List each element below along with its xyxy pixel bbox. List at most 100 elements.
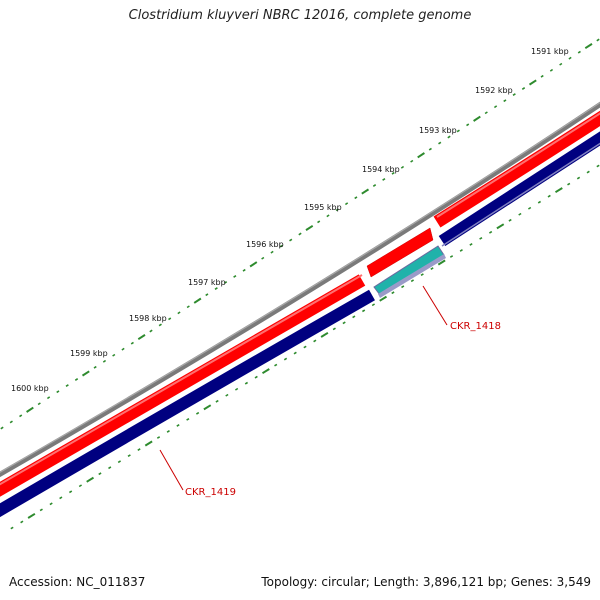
ruler-labels: 1591 kbp 1592 kbp 1593 kbp 1594 kbp 1595 kbp… [11, 47, 569, 393]
inner-minor-tick [293, 351, 297, 355]
inner-minor-tick [59, 496, 63, 500]
inner-minor-tick [488, 230, 493, 234]
inner-minor-tick [469, 243, 473, 246]
inner-minor-tick [39, 508, 43, 512]
ruler-major-tick [81, 370, 90, 377]
ruler-minor-tick [279, 244, 283, 248]
ruler-minor-tick [568, 56, 572, 60]
inner-minor-tick [98, 472, 102, 476]
ruler-major-tick [26, 406, 34, 413]
ruler-minor-tick [596, 38, 600, 42]
ruler-minor-tick [56, 390, 60, 394]
reverse-cds-track-left[interactable] [0, 289, 375, 518]
ruler-minor-tick [410, 159, 414, 163]
ruler-minor-tick [112, 353, 116, 357]
inner-minor-tick [283, 357, 288, 361]
inner-major-tick [437, 259, 446, 266]
ruler-minor-tick [335, 208, 339, 212]
ruler-minor-tick [149, 329, 153, 333]
inner-minor-tick [479, 237, 483, 240]
inner-minor-tick [547, 194, 551, 198]
ruler-minor-tick [46, 396, 51, 400]
ruler-minor-tick [512, 93, 516, 96]
ruler-major-tick [528, 79, 537, 86]
accession-text: Accession: NC_011837 [9, 575, 146, 589]
inner-minor-tick [410, 279, 415, 283]
inner-minor-tick [576, 176, 581, 180]
ruler-minor-tick [344, 202, 349, 206]
ruler-minor-tick [37, 402, 41, 406]
ruler-minor-tick [456, 129, 460, 133]
ruler-major-tick [417, 152, 425, 159]
ruler-label: 1600 kbp [11, 384, 49, 393]
ruler-minor-tick [177, 311, 181, 315]
ruler-minor-tick [400, 165, 405, 169]
forward-cds-track-right[interactable] [433, 110, 600, 228]
inner-minor-tick [20, 520, 24, 524]
ruler-minor-tick [503, 99, 507, 103]
ruler-minor-tick [102, 359, 107, 363]
ruler-minor-tick [391, 171, 395, 175]
inner-major-tick [261, 368, 270, 375]
ruler-minor-tick [261, 256, 265, 260]
ruler-minor-tick [521, 87, 526, 90]
forward-cds-track-left[interactable] [0, 274, 366, 497]
gene-label-ckr1418[interactable]: CKR_1418 [450, 321, 501, 332]
ruler-minor-tick [205, 293, 209, 297]
ruler-label: 1598 kbp [129, 314, 167, 323]
ruler-major-tick [305, 224, 314, 231]
inner-major-tick [86, 476, 95, 483]
inner-major-tick [144, 440, 153, 447]
ruler-label: 1592 kbp [475, 86, 513, 95]
inner-minor-tick [137, 448, 141, 451]
inner-minor-tick [586, 170, 590, 174]
ruler-minor-tick [242, 268, 246, 272]
ruler-minor-tick [577, 50, 581, 54]
inner-minor-tick [518, 212, 522, 216]
gene-label-ckr1419[interactable]: CKR_1419 [185, 487, 236, 498]
ruler-minor-tick [540, 74, 544, 78]
inner-minor-tick [78, 484, 83, 488]
inner-minor-tick [68, 490, 73, 494]
ruler-label: 1593 kbp [419, 126, 457, 135]
inner-minor-tick [313, 339, 317, 343]
inner-minor-tick [215, 399, 219, 403]
inner-minor-tick [166, 430, 170, 433]
ruler-minor-tick [233, 275, 237, 278]
ruler-label: 1596 kbp [246, 240, 284, 249]
inner-minor-tick [332, 327, 336, 331]
inner-minor-tick [371, 303, 376, 307]
inner-minor-tick [254, 375, 258, 379]
inner-minor-tick [108, 466, 112, 470]
ruler-minor-tick [0, 426, 4, 430]
forward-cds-gene[interactable] [366, 227, 434, 278]
inner-minor-tick [127, 454, 131, 457]
ruler-minor-tick [354, 196, 358, 200]
ruler-minor-tick [484, 111, 488, 115]
inner-minor-tick [49, 502, 53, 506]
inner-major-tick [496, 223, 505, 230]
inner-minor-tick [430, 267, 434, 270]
inner-minor-tick [567, 182, 571, 186]
inner-major-tick [379, 295, 388, 302]
inner-major-tick [27, 512, 36, 519]
ruler-minor-tick [9, 420, 13, 424]
inner-major-tick [320, 331, 329, 338]
inner-minor-tick [274, 363, 278, 367]
callout-line-ckr1418 [422, 285, 448, 326]
ruler-minor-tick [270, 250, 274, 254]
inner-minor-tick [117, 460, 122, 464]
inner-minor-tick [449, 255, 454, 258]
callout-line-ckr1419 [159, 449, 184, 491]
inner-minor-tick [342, 321, 346, 325]
map-title: Clostridium kluyveri NBRC 12016, complet… [128, 8, 472, 23]
ruler-minor-tick [438, 141, 442, 145]
reverse-cds-track-right[interactable] [438, 131, 600, 247]
inner-major-tick [203, 404, 212, 411]
ruler-minor-tick [65, 384, 69, 387]
ruler-minor-tick [214, 287, 218, 290]
ruler-minor-tick [223, 281, 228, 284]
genome-backbone [0, 101, 600, 478]
ruler-major-tick [584, 43, 593, 50]
ruler-minor-tick [19, 414, 23, 418]
